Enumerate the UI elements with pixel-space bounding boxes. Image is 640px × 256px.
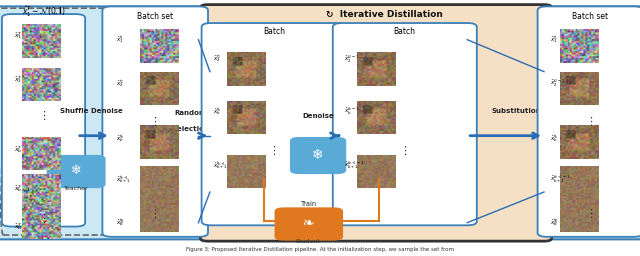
Text: $\hat{x}_2^{t_2-1}$: $\hat{x}_2^{t_2-1}$ xyxy=(550,78,565,89)
FancyBboxPatch shape xyxy=(538,6,640,237)
FancyBboxPatch shape xyxy=(47,155,106,188)
Text: $\hat{x}_1^{t_1}$: $\hat{x}_1^{t_1}$ xyxy=(116,34,125,45)
Text: ⋮: ⋮ xyxy=(149,209,161,219)
Text: $\hat{x}_{b+1}^{t_{b+1}}$: $\hat{x}_{b+1}^{t_{b+1}}$ xyxy=(213,160,228,170)
Text: Substitution: Substitution xyxy=(491,108,541,114)
Text: $\hat{x}_{b+1}^{t_{b+1}-1}$: $\hat{x}_{b+1}^{t_{b+1}-1}$ xyxy=(344,159,365,171)
FancyBboxPatch shape xyxy=(290,137,346,174)
Text: Train: Train xyxy=(301,200,317,207)
Text: $\hat{x}_b^T$: $\hat{x}_b^T$ xyxy=(14,144,23,155)
Text: Denoise: Denoise xyxy=(302,113,334,120)
Text: $\hat{x}_b^{t_b}$: $\hat{x}_b^{t_b}$ xyxy=(550,133,558,144)
FancyBboxPatch shape xyxy=(102,6,208,237)
Text: Batch: Batch xyxy=(394,27,415,37)
Text: ↻  Iterative Distillation: ↻ Iterative Distillation xyxy=(326,9,442,19)
FancyBboxPatch shape xyxy=(275,207,343,241)
Text: $\hat{x}_1^T$: $\hat{x}_1^T$ xyxy=(14,30,23,41)
Text: $\hat{x}_2^{t_2}$: $\hat{x}_2^{t_2}$ xyxy=(213,54,221,64)
Text: ⋮: ⋮ xyxy=(584,116,596,127)
Text: $\hat{x}_B^{t_B}$: $\hat{x}_B^{t_B}$ xyxy=(550,217,559,228)
Text: $\hat{x}_2^{t_2-1}$: $\hat{x}_2^{t_2-1}$ xyxy=(344,53,360,65)
Text: Teacher: Teacher xyxy=(64,186,88,191)
Text: Batch set: Batch set xyxy=(137,12,173,21)
Text: ⋮: ⋮ xyxy=(38,214,49,224)
Text: ⋮: ⋮ xyxy=(38,111,49,122)
Text: $\hat{x}_1^{t_1}$: $\hat{x}_1^{t_1}$ xyxy=(550,34,558,45)
Text: $\hat{x}_{b+1}^{t_{b+1}}$: $\hat{x}_{b+1}^{t_{b+1}}$ xyxy=(116,174,131,185)
Text: $\hat{x}_{b+1}^T$: $\hat{x}_{b+1}^T$ xyxy=(14,183,31,194)
FancyBboxPatch shape xyxy=(2,14,85,227)
Text: $\hat{x}_b^{t_b}$: $\hat{x}_b^{t_b}$ xyxy=(116,133,125,144)
Text: ❄: ❄ xyxy=(312,148,324,162)
Text: Student: Student xyxy=(296,239,321,244)
Text: $\hat{x}_B^{t_B}$: $\hat{x}_B^{t_B}$ xyxy=(116,217,125,228)
Text: $\hat{x}_1^T \sim \mathcal{N}(0, \mathbf{I})$: $\hat{x}_1^T \sim \mathcal{N}(0, \mathbf… xyxy=(22,4,65,19)
Text: ⋮: ⋮ xyxy=(399,146,410,156)
FancyBboxPatch shape xyxy=(200,5,552,241)
Text: ❄: ❄ xyxy=(71,164,81,177)
FancyBboxPatch shape xyxy=(202,23,346,225)
Text: $\hat{x}_{b+1}^{t_{b+1}-1}$: $\hat{x}_{b+1}^{t_{b+1}-1}$ xyxy=(550,174,570,185)
Text: $\hat{x}_b^{t_b}$: $\hat{x}_b^{t_b}$ xyxy=(213,106,221,117)
Text: ❧: ❧ xyxy=(303,216,314,230)
Text: Batch: Batch xyxy=(263,27,285,37)
Text: $\hat{x}_2^T$: $\hat{x}_2^T$ xyxy=(14,74,23,85)
FancyBboxPatch shape xyxy=(333,23,477,225)
Text: ⋮: ⋮ xyxy=(268,146,280,156)
Text: ⋮: ⋮ xyxy=(149,116,161,127)
FancyBboxPatch shape xyxy=(0,6,640,239)
Text: Shuffle Denoise: Shuffle Denoise xyxy=(60,108,123,114)
Text: ⋮: ⋮ xyxy=(584,209,596,219)
Text: Selection: Selection xyxy=(172,126,209,132)
Text: Batch set: Batch set xyxy=(572,12,608,21)
Text: $\hat{x}_2^{t_2}$: $\hat{x}_2^{t_2}$ xyxy=(116,78,125,89)
Text: Figure 3: Proposed Iterative Distillation pipeline. At the initialization step, : Figure 3: Proposed Iterative Distillatio… xyxy=(186,247,454,252)
Text: $\hat{x}_B^T$: $\hat{x}_B^T$ xyxy=(14,221,23,232)
Text: Random: Random xyxy=(175,110,207,116)
Text: $\hat{x}_b^{t_b-1}$: $\hat{x}_b^{t_b-1}$ xyxy=(344,106,360,117)
